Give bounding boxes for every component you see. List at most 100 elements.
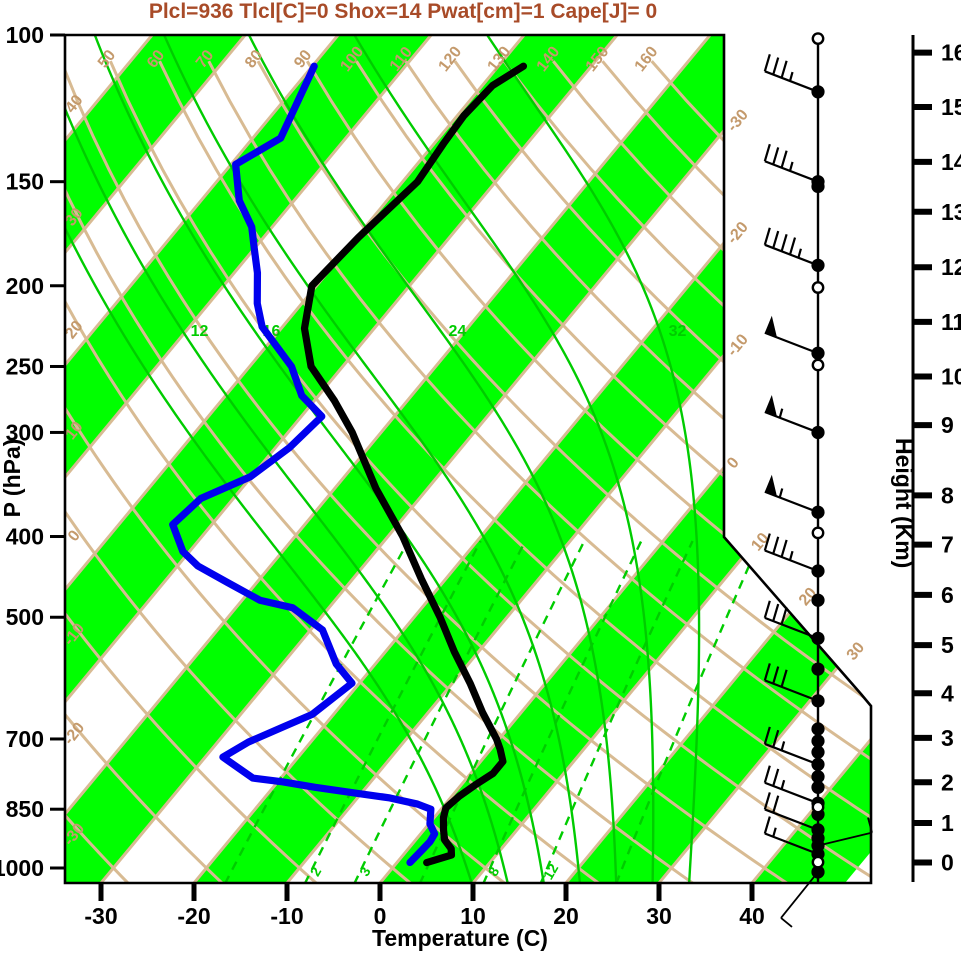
barb-shaft — [764, 781, 819, 805]
barb-feather — [772, 536, 780, 555]
height-tick-label: 7 — [941, 532, 954, 558]
temperature-tick-label: 0 — [374, 903, 387, 929]
barb-shaft — [764, 410, 819, 434]
pressure-tick-label: 300 — [6, 419, 44, 445]
height-tick-label: 15 — [941, 94, 961, 120]
dry-adiabat — [65, 60, 601, 883]
isotherm-line — [564, 35, 871, 883]
barb-feather — [772, 795, 780, 813]
surface-barb-shaft — [817, 831, 873, 847]
barb-shaft — [764, 243, 819, 267]
line-label: 12 — [540, 861, 562, 883]
barb-half-feather — [797, 248, 802, 259]
surface-barb-shaft — [780, 871, 819, 919]
barb-shaft — [764, 616, 819, 640]
barb-half-feather — [788, 161, 794, 172]
barb-feather — [772, 768, 780, 787]
line-label: -30 — [724, 106, 752, 135]
temperature-curve — [300, 62, 528, 867]
barb-half-feather — [780, 741, 786, 751]
wind-level-dot — [811, 564, 825, 578]
barb-feather — [772, 57, 780, 75]
barb-pennant — [764, 474, 777, 497]
barb-feather — [772, 230, 780, 249]
dry-adiabat — [404, 60, 871, 883]
barb-feather — [780, 539, 788, 558]
height-tick-label: 0 — [941, 850, 954, 876]
barb-feather — [763, 533, 771, 551]
barb-half-feather — [772, 827, 777, 838]
height-tick-label: 16 — [941, 40, 961, 66]
pressure-tick-label: 150 — [6, 169, 44, 195]
frame-outline — [63, 33, 873, 885]
moist-adiabat — [93, 35, 546, 883]
height-tick-label: 6 — [941, 582, 954, 608]
isotherm-line — [65, 35, 619, 883]
barb-shaft — [764, 679, 819, 702]
height-tick-label: 2 — [941, 769, 954, 795]
line-label: 12 — [191, 323, 209, 340]
dry-adiabat — [65, 60, 130, 883]
mixing-ratio-line — [353, 540, 527, 883]
moist-adiabat — [486, 35, 701, 883]
line-label: -20 — [724, 219, 752, 248]
barb-shaft — [764, 331, 819, 355]
dewpoint-curve — [169, 62, 439, 867]
mixing-ratio-line — [223, 540, 410, 883]
barb-feather — [772, 729, 780, 748]
wind-level-dot — [811, 770, 825, 784]
barb-feather — [780, 669, 788, 688]
mixing-ratio-line — [303, 540, 482, 883]
pressure-tick-label: 400 — [6, 524, 44, 550]
barb-feather — [788, 237, 797, 255]
dry-adiabat — [65, 60, 319, 883]
line-label: 30 — [844, 639, 869, 664]
height-axis-title: Height (Km) — [891, 438, 917, 568]
temperature-tick-label: -10 — [270, 903, 303, 929]
height-tick-label: 8 — [941, 482, 954, 508]
barb-feather — [763, 663, 771, 681]
chart-title: Plcl=936 Tlcl[C]=0 Shox=14 Pwat[cm]=1 Ca… — [149, 0, 657, 23]
barb-half-feather — [780, 779, 786, 790]
barb-half-feather — [788, 550, 794, 561]
mixing-ratio-line — [614, 540, 762, 883]
temperature-tick-label: 20 — [553, 903, 579, 929]
surface-barb-feather — [780, 917, 793, 928]
isotherm-line — [65, 35, 247, 883]
line-label: -10 — [724, 331, 752, 360]
axes: 1001502002503004005007008501000-30-20-10… — [0, 22, 961, 929]
barb-shaft — [764, 742, 819, 766]
barb-half-feather — [778, 488, 784, 498]
barb-feather — [772, 666, 780, 684]
isotherm-band — [566, 35, 871, 883]
barb-shaft — [764, 832, 819, 856]
wind-level-dot — [811, 745, 825, 759]
isotherm-band — [65, 35, 432, 883]
height-tick-label: 1 — [941, 810, 954, 836]
height-tick-label: 9 — [941, 412, 954, 438]
moist-adiabat — [353, 35, 655, 883]
wind-barb-column — [763, 32, 873, 928]
barb-feather — [763, 816, 771, 834]
barb-feather — [780, 233, 788, 252]
barb-half-feather — [778, 408, 784, 419]
moist-adiabat — [163, 35, 582, 883]
barb-shaft — [764, 549, 819, 573]
barb-feather — [763, 792, 771, 810]
wind-level-open-circle — [811, 800, 825, 814]
pressure-tick-label: 1000 — [0, 855, 44, 881]
wind-level-dot — [811, 734, 825, 748]
height-tick-label: 12 — [941, 254, 961, 280]
barb-pennant — [764, 394, 777, 417]
moist-adiabat — [247, 35, 618, 883]
plot-frame — [63, 33, 873, 885]
dry-adiabat — [207, 60, 871, 883]
isotherm-line — [65, 35, 526, 883]
dry-adiabat — [65, 60, 789, 883]
barb-feather — [763, 227, 771, 246]
dry-adiabat — [65, 60, 225, 883]
pressure-tick-label: 100 — [6, 22, 44, 48]
mixing-ratio-line — [418, 540, 586, 883]
barb-pennant — [764, 315, 777, 338]
